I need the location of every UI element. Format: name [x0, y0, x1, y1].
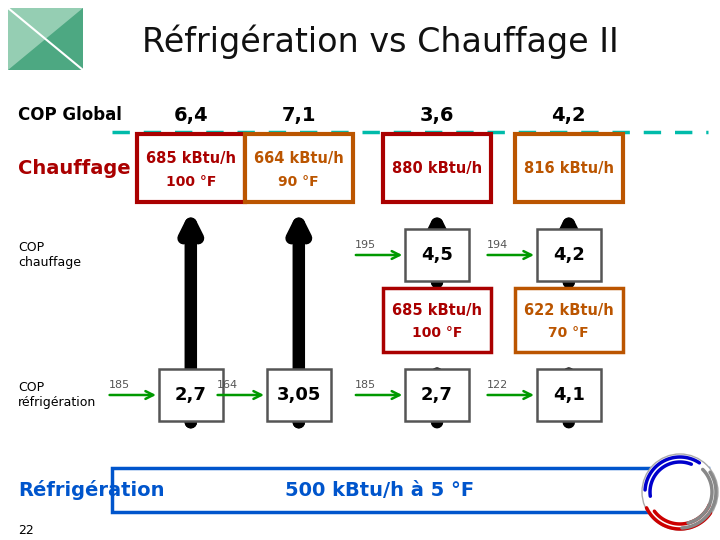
- Text: 880 kBtu/h: 880 kBtu/h: [392, 160, 482, 176]
- Text: Réfrigération vs Chauffage II: Réfrigération vs Chauffage II: [142, 25, 618, 59]
- Text: COP
réfrigération: COP réfrigération: [18, 381, 96, 409]
- Bar: [112, 468, 708, 512]
- Text: 194: 194: [487, 240, 508, 250]
- Polygon shape: [8, 8, 83, 70]
- Text: 22: 22: [18, 523, 34, 537]
- Text: 164: 164: [217, 380, 238, 390]
- Text: COP
chauffage: COP chauffage: [18, 241, 81, 269]
- Text: 90 °F: 90 °F: [279, 175, 319, 189]
- Text: Réfrigération: Réfrigération: [18, 480, 164, 500]
- Text: 4,1: 4,1: [553, 386, 585, 404]
- Text: 2,7: 2,7: [175, 386, 207, 404]
- Text: 4,5: 4,5: [421, 246, 453, 264]
- Text: 3,6: 3,6: [420, 105, 454, 125]
- Text: COP Global: COP Global: [18, 106, 122, 124]
- Bar: [267, 369, 330, 421]
- Text: 4,2: 4,2: [553, 246, 585, 264]
- Text: 816 kBtu/h: 816 kBtu/h: [524, 160, 614, 176]
- Bar: [137, 134, 245, 202]
- Bar: [515, 288, 623, 352]
- Bar: [8, 8, 83, 70]
- Text: 685 kBtu/h: 685 kBtu/h: [145, 151, 236, 165]
- Bar: [383, 288, 491, 352]
- Text: 500 kBtu/h à 5 °F: 500 kBtu/h à 5 °F: [285, 481, 474, 500]
- Bar: [537, 369, 600, 421]
- Text: 100 °F: 100 °F: [166, 175, 216, 189]
- Text: 70 °F: 70 °F: [549, 326, 589, 340]
- Text: 122: 122: [487, 380, 508, 390]
- Text: 4,2: 4,2: [552, 105, 586, 125]
- Bar: [405, 369, 469, 421]
- Text: 2,7: 2,7: [421, 386, 453, 404]
- Bar: [383, 134, 491, 202]
- Bar: [515, 134, 623, 202]
- Bar: [245, 134, 353, 202]
- Text: Chauffage: Chauffage: [18, 159, 130, 178]
- Text: 100 °F: 100 °F: [412, 326, 462, 340]
- Circle shape: [642, 454, 718, 530]
- Text: 185: 185: [109, 380, 130, 390]
- Text: 664 kBtu/h: 664 kBtu/h: [254, 151, 343, 165]
- Text: 685 kBtu/h: 685 kBtu/h: [392, 302, 482, 318]
- Bar: [159, 369, 222, 421]
- Bar: [405, 229, 469, 281]
- Text: 3,05: 3,05: [276, 386, 321, 404]
- Bar: [537, 229, 600, 281]
- Text: 185: 185: [355, 380, 376, 390]
- Text: 195: 195: [355, 240, 376, 250]
- Text: 7,1: 7,1: [282, 105, 316, 125]
- Text: 6,4: 6,4: [174, 105, 208, 125]
- Text: 622 kBtu/h: 622 kBtu/h: [524, 302, 613, 318]
